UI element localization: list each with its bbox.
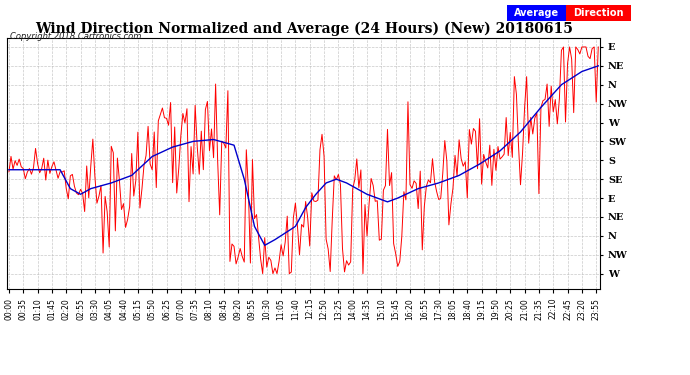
Text: Copyright 2018 Cartronics.com: Copyright 2018 Cartronics.com bbox=[10, 32, 141, 41]
Text: Direction: Direction bbox=[573, 8, 624, 18]
Text: Average: Average bbox=[514, 8, 559, 18]
Title: Wind Direction Normalized and Average (24 Hours) (New) 20180615: Wind Direction Normalized and Average (2… bbox=[34, 22, 573, 36]
